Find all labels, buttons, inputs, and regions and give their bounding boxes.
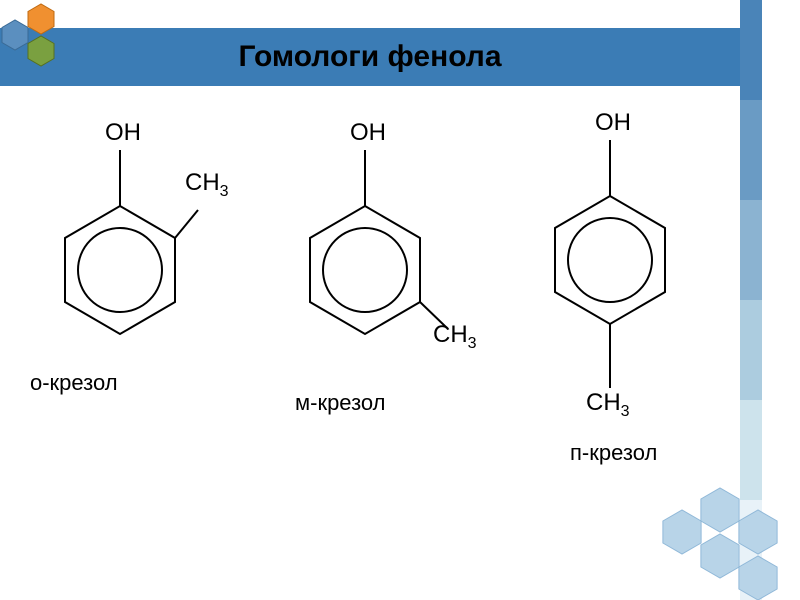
molecule-svg-1: OH CH3 (265, 110, 495, 390)
molecule-m-cresol: OH CH3 м-крезол (265, 110, 495, 490)
molecule-label-2: п-крезол (570, 440, 657, 466)
svg-text:CH3: CH3 (185, 169, 229, 200)
molecule-svg-0: OH CH3 (20, 110, 250, 370)
svg-text:CH3: CH3 (433, 321, 477, 352)
molecule-label-1: м-крезол (295, 390, 386, 416)
svg-text:OH: OH (350, 119, 386, 146)
svg-text:CH3: CH3 (586, 389, 630, 420)
svg-text:OH: OH (105, 119, 141, 146)
molecule-svg-2: OH CH3 (510, 110, 740, 440)
molecule-p-cresol: OH CH3 п-крезол (510, 110, 740, 490)
molecule-label-0: о-крезол (30, 370, 118, 396)
molecules-row: OH CH3 о-крезол OH CH3 м-крезол OH CH3 п-кр… (20, 110, 740, 490)
svg-text:OH: OH (595, 110, 631, 136)
molecule-o-cresol: OH CH3 о-крезол (20, 110, 250, 490)
